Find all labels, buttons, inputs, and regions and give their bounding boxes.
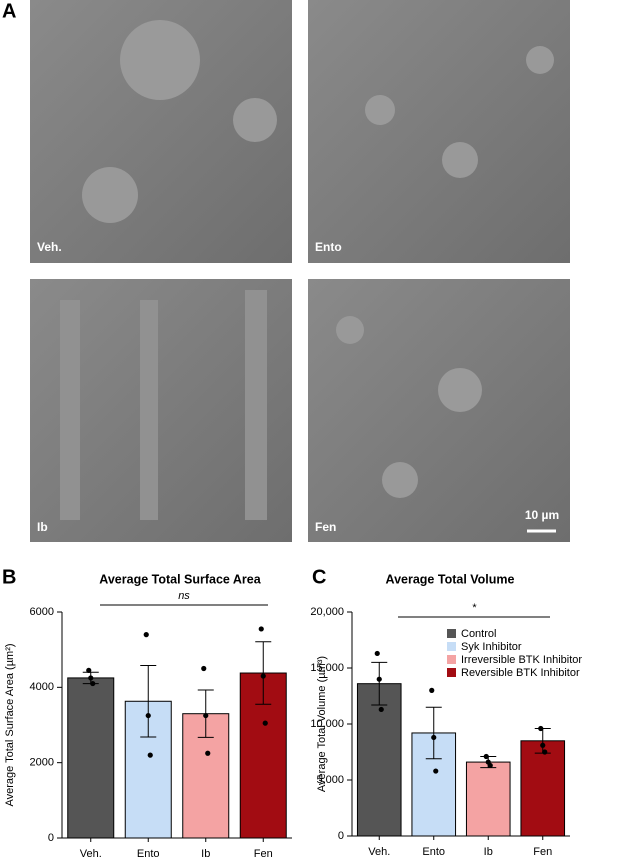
x-tick-label: Fen — [254, 848, 273, 859]
data-point — [201, 665, 207, 672]
data-point — [431, 734, 437, 741]
scale-bar-label: 10 µm — [525, 508, 559, 522]
micrograph — [308, 0, 570, 263]
y-tick-label: 4000 — [30, 681, 54, 693]
legend-label: Reversible BTK Inhibitor — [461, 667, 580, 679]
y-axis-label: Average Total Volume (µm³) — [316, 656, 328, 792]
legend-label: Control — [461, 628, 496, 640]
data-point — [145, 712, 151, 719]
bar — [520, 740, 566, 837]
legend-label: Irreversible BTK Inhibitor — [461, 654, 582, 666]
panel-label: A — [2, 0, 16, 22]
data-point — [260, 673, 266, 679]
y-axis-label: Average Total Surface Area (µm²) — [4, 643, 16, 806]
panel-label: C — [312, 566, 326, 588]
image-label: Ib — [37, 520, 48, 534]
data-point — [538, 725, 544, 732]
data-point — [429, 687, 435, 694]
bar — [356, 683, 402, 837]
y-tick-label: 5,000 — [316, 774, 344, 786]
data-point — [262, 720, 268, 726]
x-tick-label: Ento — [422, 846, 445, 858]
data-point — [205, 750, 211, 756]
x-tick-label: Veh. — [80, 848, 102, 859]
legend-swatch — [447, 642, 456, 651]
chart-title: Average Total Surface Area — [99, 572, 261, 586]
micrograph — [30, 279, 292, 542]
micrograph — [308, 279, 570, 542]
chart-title: Average Total Volume — [386, 572, 515, 586]
panel-label: B — [2, 566, 16, 588]
y-tick-label: 10,000 — [310, 718, 344, 730]
data-point — [147, 752, 153, 758]
legend-label: Syk Inhibitor — [461, 641, 522, 653]
data-point — [376, 676, 382, 682]
legend-swatch — [447, 655, 456, 664]
data-point — [258, 626, 264, 632]
legend-swatch — [447, 629, 456, 638]
image-label: Veh. — [37, 240, 62, 254]
micrograph — [30, 0, 292, 263]
image-label: Ento — [315, 240, 342, 254]
data-point — [86, 667, 92, 673]
y-tick-label: 15,000 — [310, 662, 344, 674]
data-point — [374, 650, 380, 657]
data-point — [542, 749, 548, 755]
significance-label: * — [472, 602, 477, 614]
bar — [465, 761, 511, 837]
x-tick-label: Ib — [484, 846, 493, 858]
data-point — [483, 753, 489, 760]
data-point — [487, 762, 493, 769]
x-tick-label: Veh. — [368, 846, 390, 858]
data-point — [143, 632, 149, 638]
y-tick-label: 6000 — [30, 606, 54, 618]
data-point — [378, 706, 384, 713]
data-point — [540, 742, 546, 748]
y-tick-label: 20,000 — [310, 606, 344, 618]
y-tick-label: 0 — [338, 830, 344, 842]
bar — [67, 677, 115, 839]
data-point — [433, 768, 439, 774]
image-label: Fen — [315, 520, 336, 534]
data-point — [88, 675, 94, 681]
legend-swatch — [447, 668, 456, 677]
x-tick-label: Ento — [137, 848, 160, 859]
data-point — [90, 680, 96, 687]
significance-label: ns — [178, 590, 190, 602]
y-tick-label: 2000 — [30, 757, 54, 769]
data-point — [203, 712, 209, 719]
y-tick-label: 0 — [48, 832, 54, 844]
x-tick-label: Ib — [201, 848, 210, 859]
x-tick-label: Fen — [533, 846, 552, 858]
